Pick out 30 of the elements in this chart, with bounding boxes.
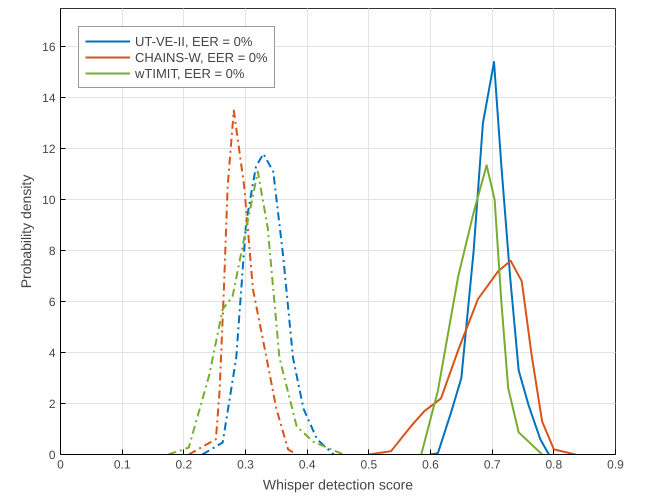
legend-label: wTIMIT, EER = 0% [135,65,244,81]
y-tick-label: 14 [42,91,56,106]
y-tick-label: 4 [48,346,56,360]
y-tick-label: 16 [42,40,56,54]
y-tick-label: 8 [48,244,56,258]
x-tick-label: 0.1 [114,458,131,472]
x-tick-label: 0.4 [298,458,316,472]
legend-label: CHAINS-W, EER = 0% [135,49,268,65]
line-series [167,170,345,454]
line-series [420,164,544,454]
y-tick-label: 0 [48,448,56,462]
x-tick-label: 0 [57,458,64,472]
x-tick-label: 0.3 [237,458,254,472]
x-tick-label: 0.2 [175,458,192,472]
line-series [188,109,298,454]
y-axis-title: Probability density [18,174,34,288]
x-tick-label: 0.5 [360,458,378,472]
x-tick-label: 0.9 [607,458,624,472]
x-axis-title: Whisper detection score [262,476,414,492]
y-tick-label: 2 [48,397,56,412]
y-tick-label: 6 [48,295,56,310]
y-tick-label: 12 [42,142,56,156]
legend-label: UT-VE-II, EER = 0% [135,33,252,49]
y-tick-label: 10 [42,193,56,208]
x-tick-label: 0.6 [422,458,440,472]
line-series [368,260,576,454]
line-series [201,152,335,454]
line-series [430,61,550,454]
x-tick-label: 0.7 [484,458,501,472]
x-tick-label: 0.8 [545,458,562,472]
